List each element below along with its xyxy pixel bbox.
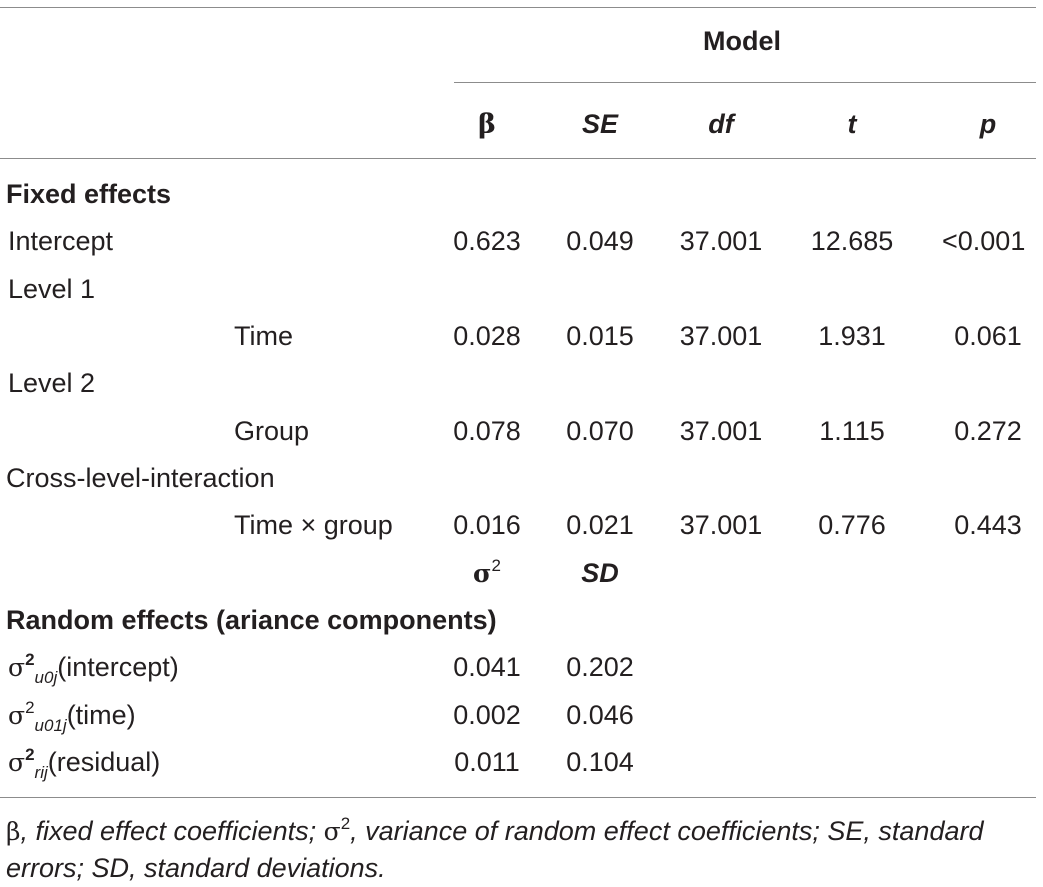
- cell-variance: 0.011: [454, 747, 520, 777]
- col-header-se: SE: [581, 109, 619, 139]
- cell-df: 37.001: [679, 510, 763, 540]
- cell-df: 37.001: [679, 226, 763, 256]
- cell-t: 0.776: [818, 510, 886, 540]
- cell-beta: 0.078: [453, 416, 521, 446]
- sigma-superscript: 2: [25, 650, 35, 669]
- model-group-rule: [454, 82, 1036, 83]
- cell-df: 37.001: [679, 416, 763, 446]
- cell-se: 0.015: [566, 321, 634, 351]
- col-header-df: df: [708, 109, 734, 139]
- footnote-sigma-symbol: σ: [323, 817, 341, 846]
- row-label-text: (residual): [47, 747, 161, 777]
- cell-se: 0.021: [566, 510, 634, 540]
- col-header-p: p: [979, 109, 997, 139]
- cell-p: <0.001: [942, 226, 1026, 256]
- cell-beta: 0.028: [453, 321, 521, 351]
- row-label: σ2u01j(time): [8, 698, 136, 735]
- footnote-sigma-sup: 2: [340, 814, 351, 833]
- cell-t: 1.115: [819, 416, 885, 446]
- header-bottom-rule: [0, 158, 1036, 159]
- sigma-symbol: σ: [8, 748, 26, 777]
- cell-beta: 0.016: [453, 510, 521, 540]
- cell-sd: 0.104: [566, 747, 634, 777]
- cell-se: 0.049: [566, 226, 634, 256]
- cell-beta: 0.623: [453, 226, 521, 256]
- col-header-beta: β: [478, 109, 496, 140]
- level1-label: Level 1: [8, 274, 96, 304]
- sigma-subscript: u01j: [34, 716, 67, 735]
- cell-df: 37.001: [679, 321, 763, 351]
- table-top-rule: [0, 7, 1036, 8]
- level2-label: Level 2: [8, 368, 96, 398]
- random-subheader-sd: SD: [581, 558, 619, 588]
- cell-p: 0.272: [954, 416, 1022, 446]
- sigma-symbol: σ: [473, 559, 492, 588]
- cell-sd: 0.202: [566, 652, 634, 682]
- random-subheader-sigma: σ2: [427, 557, 547, 590]
- cell-t: 1.931: [818, 321, 886, 351]
- cell-sd: 0.046: [566, 700, 634, 730]
- col-header-t: t: [847, 109, 857, 139]
- row-label: σ2rij(residual): [8, 745, 161, 782]
- row-label: Group: [234, 416, 310, 446]
- sigma-superscript: 2: [25, 745, 35, 764]
- sigma-superscript: 2: [491, 556, 501, 575]
- row-label: Intercept: [8, 226, 114, 256]
- cell-p: 0.443: [954, 510, 1022, 540]
- cell-se: 0.070: [566, 416, 634, 446]
- cell-t: 12.685: [810, 226, 894, 256]
- row-label: Time × group: [234, 510, 393, 540]
- footnote-beta-def: , fixed effect coefficients;: [20, 816, 324, 846]
- sigma-superscript: 2: [25, 698, 35, 717]
- footnote-beta-symbol: β: [6, 817, 21, 846]
- sigma-symbol: σ: [8, 701, 26, 730]
- sigma-subscript: u0j: [34, 668, 58, 687]
- fixed-effects-heading: Fixed effects: [6, 179, 172, 209]
- model-group-header: Model: [703, 26, 781, 56]
- row-label-text: (time): [66, 700, 136, 730]
- cross-level-label: Cross-level-interaction: [6, 463, 275, 493]
- cell-variance: 0.002: [453, 700, 521, 730]
- cell-p: 0.061: [954, 321, 1022, 351]
- random-effects-heading: Random effects (ariance components): [6, 605, 497, 635]
- table-bottom-rule: [0, 797, 1036, 798]
- row-label-text: (intercept): [57, 652, 179, 682]
- sigma-subscript: rij: [34, 763, 48, 782]
- row-label: Time: [234, 321, 293, 351]
- table-footnote: β, fixed effect coefficients; σ2, varian…: [6, 813, 1036, 887]
- cell-variance: 0.041: [453, 652, 521, 682]
- row-label: σ2u0j(intercept): [8, 650, 179, 687]
- footnote-sigma-def: , variance of random effect coefficients…: [6, 816, 984, 883]
- sigma-symbol: σ: [8, 653, 26, 682]
